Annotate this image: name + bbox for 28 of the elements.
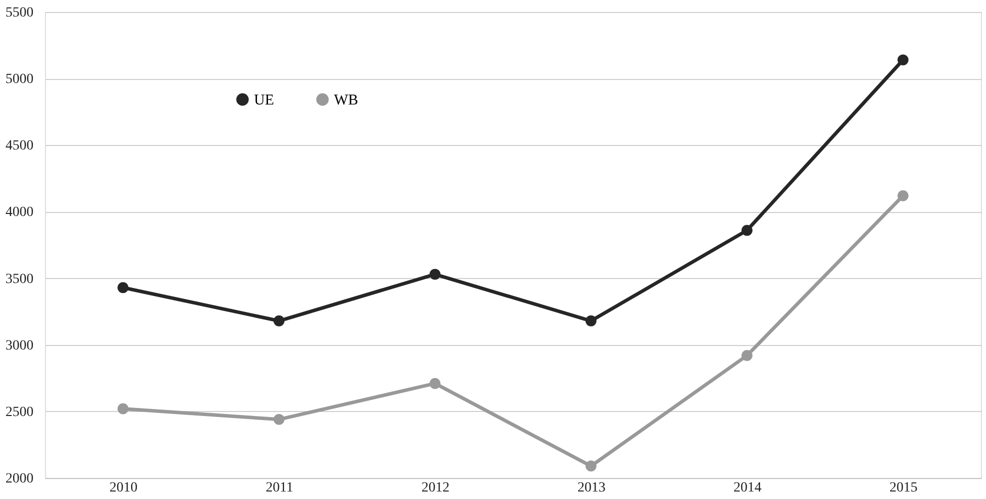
point (742, 350, 752, 361)
point (274, 315, 284, 326)
x-tick-label: 2012 (422, 480, 450, 496)
y-tick-label: 2500 (6, 404, 34, 420)
y-tick-label: 2000 (6, 472, 34, 486)
point (430, 378, 440, 389)
x-tick-label: 2015 (890, 480, 918, 496)
point (742, 224, 752, 236)
y-tick-label: 5500 (6, 6, 34, 20)
point (118, 282, 128, 294)
point (430, 268, 440, 280)
point (586, 460, 596, 472)
y-tick-label: 3500 (6, 272, 34, 287)
point (898, 190, 908, 202)
legend-label: UE (254, 92, 274, 109)
x-tick-label: 2010 (110, 480, 138, 496)
y-tick-label: 3000 (6, 338, 34, 354)
y-tick-label: 5000 (6, 72, 34, 88)
x-tick-label: 2011 (266, 480, 294, 496)
point (898, 54, 908, 66)
y-tick-label: 4500 (6, 138, 34, 154)
point (118, 403, 128, 414)
x-tick-label: 2014 (734, 480, 762, 496)
point (274, 414, 284, 425)
x-tick-label: 2013 (578, 480, 606, 496)
y-tick-label: 4000 (6, 205, 34, 220)
point (586, 315, 596, 326)
legend-label: WB (334, 92, 358, 109)
